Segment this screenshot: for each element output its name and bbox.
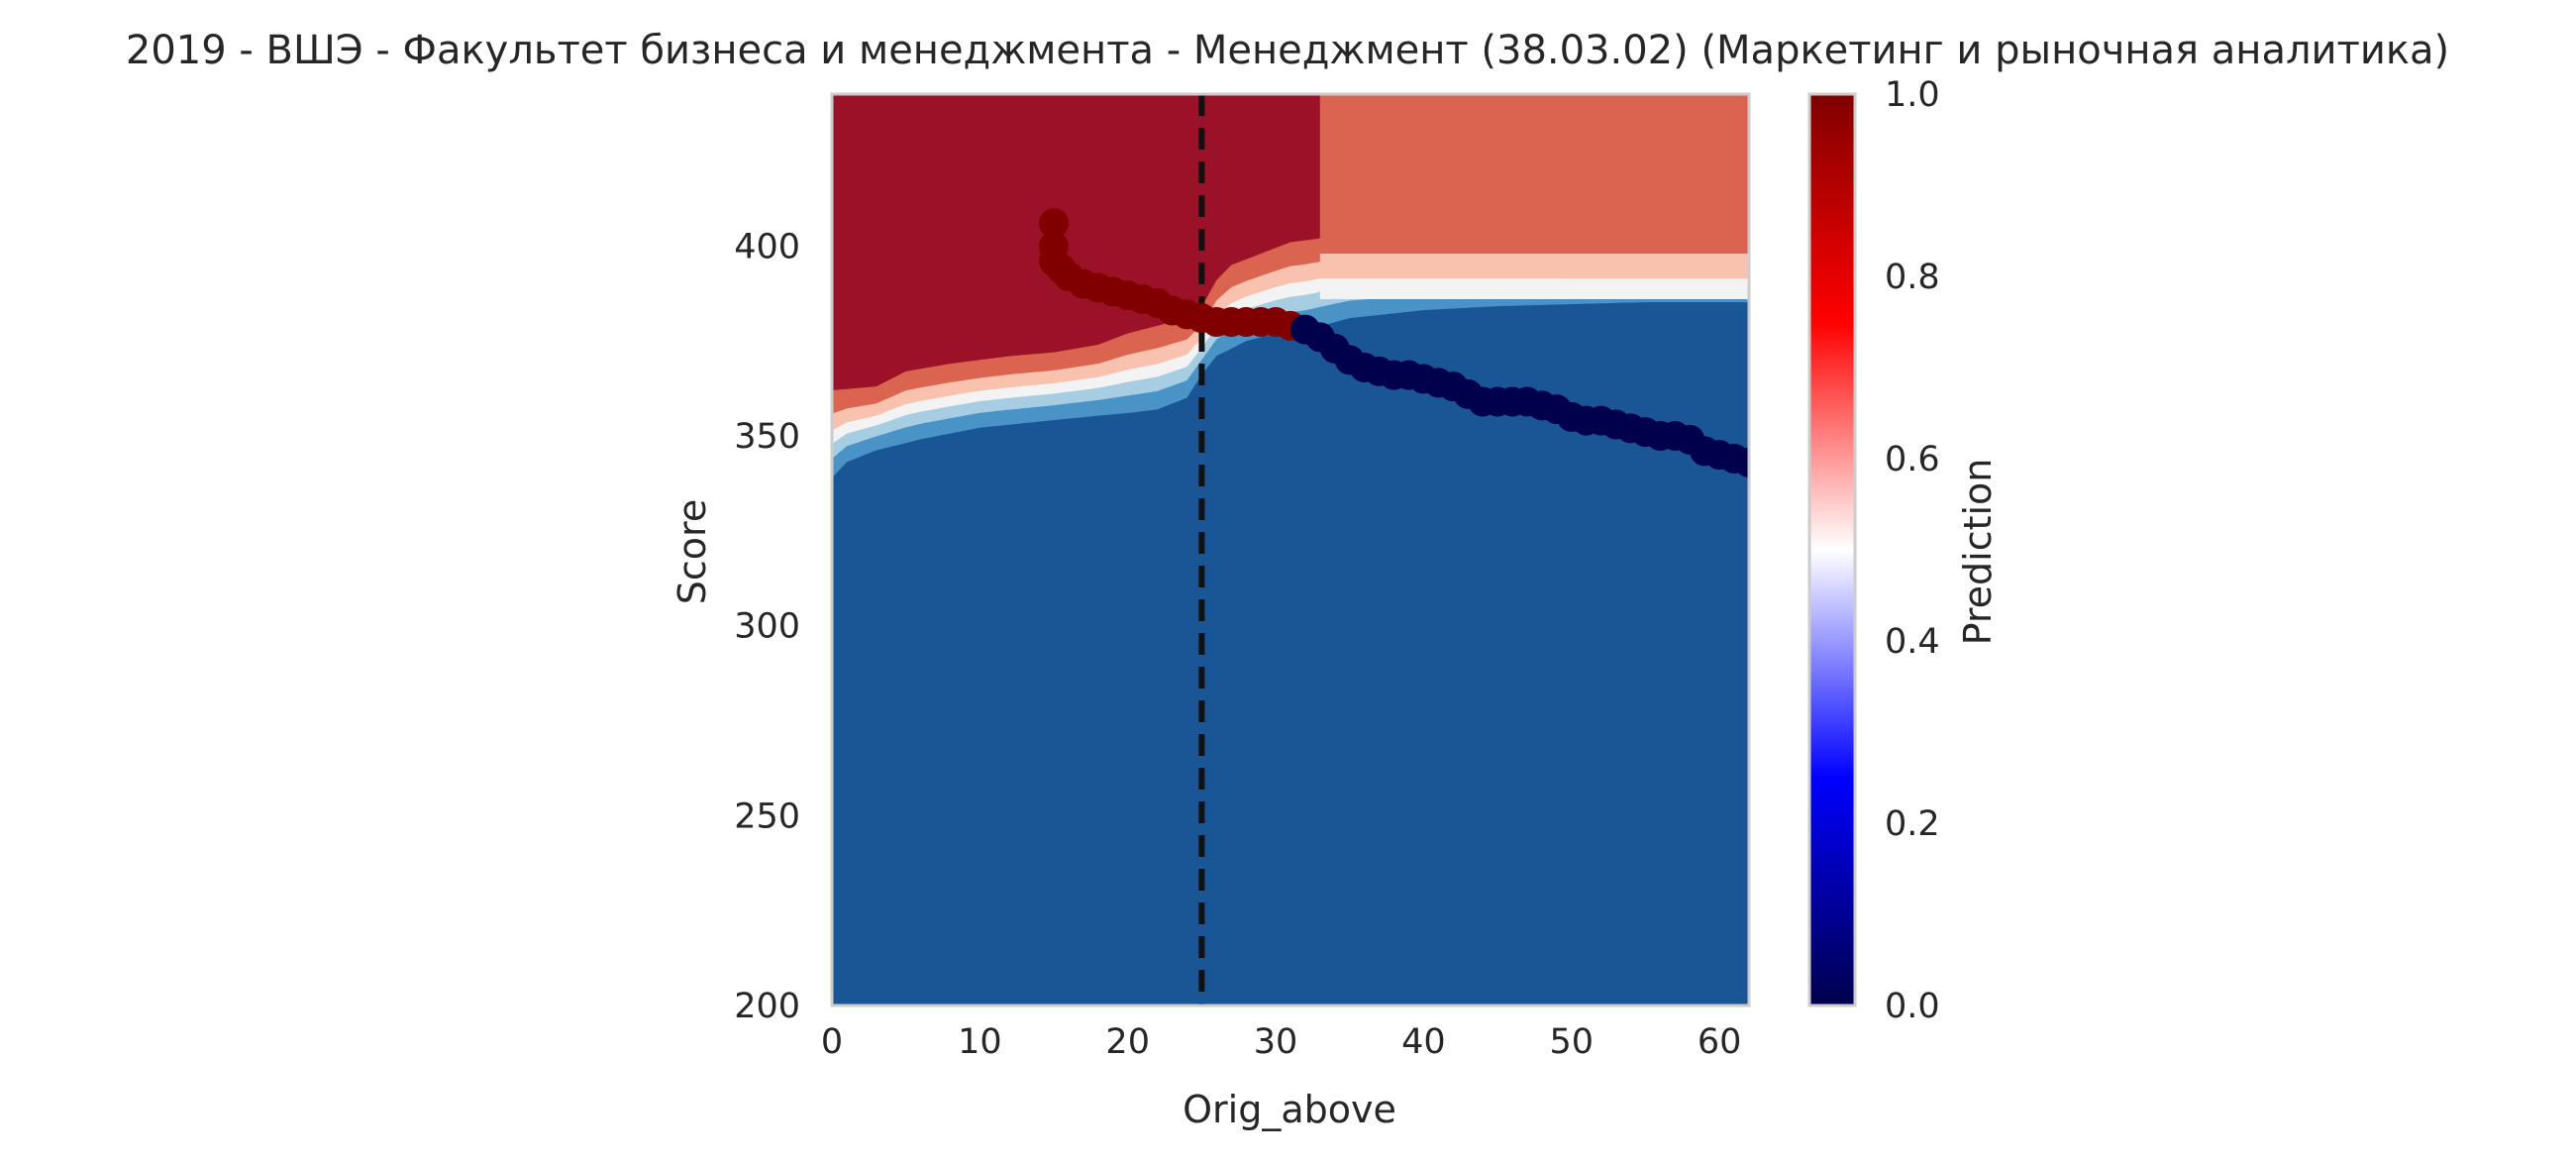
plot-area	[832, 94, 1749, 1005]
y-tick-label: 400	[734, 227, 800, 266]
y-tick-label: 300	[734, 607, 800, 647]
region-high	[832, 94, 1320, 390]
region-right-upper	[1319, 94, 1749, 254]
plot-frame	[830, 92, 1751, 1007]
scatter-point	[1734, 447, 1749, 477]
x-axis-ticks: 0 10 20 30 40 50 60	[821, 1022, 1742, 1062]
region-right-white	[1319, 278, 1749, 299]
colorbar-ticks: 0.0 0.2 0.4 0.6 0.8 1.0	[1885, 75, 1940, 1026]
x-tick-label: 0	[821, 1022, 843, 1062]
colorbar-tick-label: 0.2	[1885, 804, 1940, 844]
x-tick-label: 60	[1698, 1022, 1742, 1062]
colorbar-label: Prediction	[1956, 459, 2000, 646]
chart-title: 2019 - ВШЭ - Факультет бизнеса и менеджм…	[126, 28, 2449, 73]
colorbar-tick-label: 0.4	[1885, 622, 1940, 662]
x-axis-label: Orig_above	[1183, 1088, 1396, 1131]
x-tick-label: 40	[1401, 1022, 1446, 1062]
colorbar-tick-label: 1.0	[1885, 75, 1940, 115]
y-tick-label: 350	[734, 417, 800, 457]
data-points	[1039, 208, 1749, 477]
region-right-light-red	[1319, 254, 1749, 279]
colorbar-tick-label: 0.8	[1885, 258, 1940, 297]
colorbar: 0.0 0.2 0.4 0.6 0.8 1.0 Prediction	[1807, 75, 2000, 1026]
x-tick-label: 10	[958, 1022, 1002, 1062]
x-tick-label: 20	[1105, 1022, 1150, 1062]
prediction-regions	[832, 94, 1749, 1005]
x-tick-label: 50	[1550, 1022, 1595, 1062]
colorbar-gradient	[1807, 92, 1857, 1007]
colorbar-tick-label: 0.0	[1885, 987, 1940, 1026]
y-tick-label: 250	[734, 796, 800, 836]
colorbar-tick-label: 0.6	[1885, 440, 1940, 479]
y-axis-label: Score	[670, 499, 714, 604]
x-tick-label: 30	[1254, 1022, 1298, 1062]
scatter-point	[1039, 208, 1070, 239]
y-tick-label: 200	[734, 987, 800, 1026]
y-axis-ticks: 200 250 300 350 400	[734, 227, 800, 1026]
